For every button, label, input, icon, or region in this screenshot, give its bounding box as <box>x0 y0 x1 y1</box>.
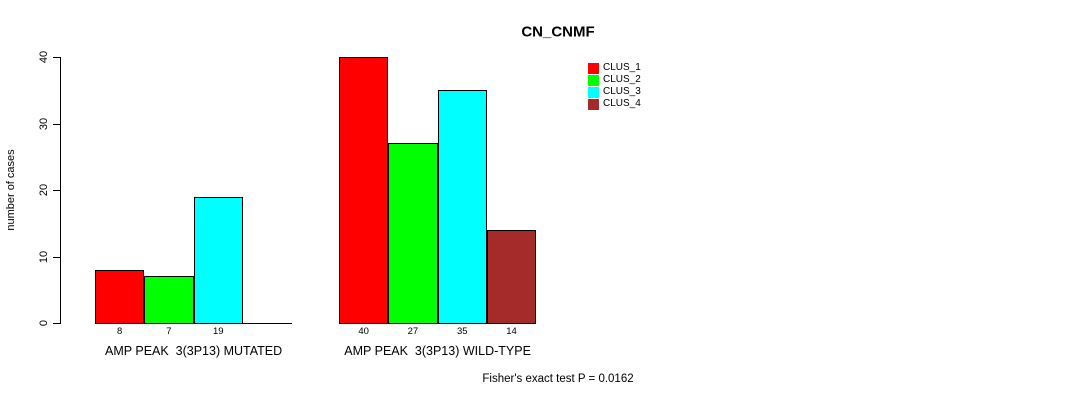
y-tick-mark <box>53 123 60 125</box>
group-label-1: AMP PEAK 3(3P13) MUTATED <box>105 344 283 358</box>
y-tick-label: 20 <box>38 183 50 197</box>
legend-swatch-icon <box>588 62 599 74</box>
bar-value-label: 40 <box>358 326 369 337</box>
y-tick-label: 30 <box>38 117 50 130</box>
bar-clus_3-group2 <box>437 90 487 324</box>
group-label-2: AMP PEAK 3(3P13) WILD-TYPE <box>344 344 531 358</box>
y-tick-label: 10 <box>38 250 50 263</box>
legend-row-clus_3: CLUS_3 <box>588 86 641 98</box>
legend: CLUS_1 CLUS_2 CLUS_3 CLUS_4 <box>588 62 641 110</box>
bar-clus_2-group1 <box>144 276 194 324</box>
bar-value-label: 35 <box>456 326 468 337</box>
legend-label: CLUS_3 <box>603 86 641 97</box>
bar-clus_2-group2 <box>388 143 438 324</box>
y-axis-line <box>60 57 61 324</box>
bar-clus_4-group2 <box>486 229 537 324</box>
y-tick-mark <box>53 256 60 258</box>
bar-value-label: 7 <box>166 326 172 337</box>
bar-clus_1-group2 <box>339 57 389 324</box>
legend-row-clus_2: CLUS_2 <box>588 74 641 86</box>
bar-value-label: 27 <box>407 326 419 337</box>
y-tick-label: 40 <box>38 50 50 64</box>
legend-swatch-icon <box>588 74 599 86</box>
legend-label: CLUS_4 <box>603 98 641 109</box>
y-tick-label: 0 <box>38 319 50 327</box>
fisher-test-annotation: Fisher's exact test P = 0.0162 <box>482 373 634 385</box>
legend-label: CLUS_1 <box>603 62 641 73</box>
bar-value-label: 8 <box>116 326 123 337</box>
legend-label: CLUS_2 <box>603 74 641 85</box>
y-tick-mark <box>53 190 60 191</box>
y-tick-mark <box>53 57 60 58</box>
bar-value-label: 14 <box>506 326 517 337</box>
legend-row-clus_4: CLUS_4 <box>588 98 641 110</box>
bar-clus_3-group1 <box>193 196 243 324</box>
bar-clus_1-group1 <box>95 269 145 324</box>
chart-title: CN_CNMF <box>521 23 595 41</box>
y-tick-mark <box>53 323 60 324</box>
legend-swatch-icon <box>588 98 599 110</box>
bar-value-label: 19 <box>212 326 224 337</box>
legend-swatch-icon <box>588 86 599 98</box>
y-axis-title: number of cases <box>5 149 17 231</box>
legend-row-clus_1: CLUS_1 <box>588 62 641 74</box>
